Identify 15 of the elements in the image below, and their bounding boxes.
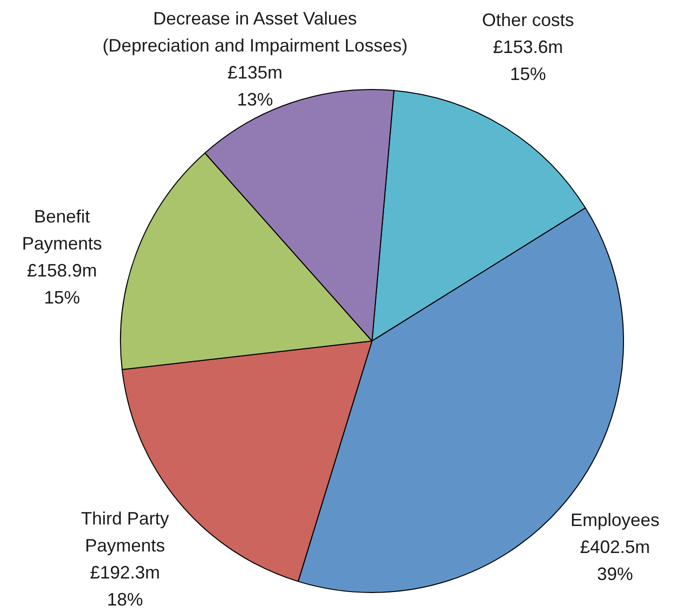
data-label: £135m <box>227 62 283 82</box>
slice-label: Third Party Payments <box>80 508 170 556</box>
data-label: £153.6m <box>492 36 564 57</box>
data-label: £402.5m <box>580 536 650 557</box>
slice-label: Benefit Payments <box>22 206 102 254</box>
data-label: £192.3m <box>90 562 160 582</box>
text: 15% <box>510 64 546 84</box>
text: 13% <box>236 89 274 110</box>
slice-label: Decrease in Asset Values (Depreciation and Impairment Losses) <box>102 8 408 56</box>
text: 18% <box>106 589 144 610</box>
text: 15% <box>44 287 80 308</box>
slice-label: Other costs <box>482 10 574 30</box>
slice-label: Employees <box>570 510 660 530</box>
data-label: £158.9m <box>26 260 98 280</box>
text: 39% <box>596 564 634 584</box>
